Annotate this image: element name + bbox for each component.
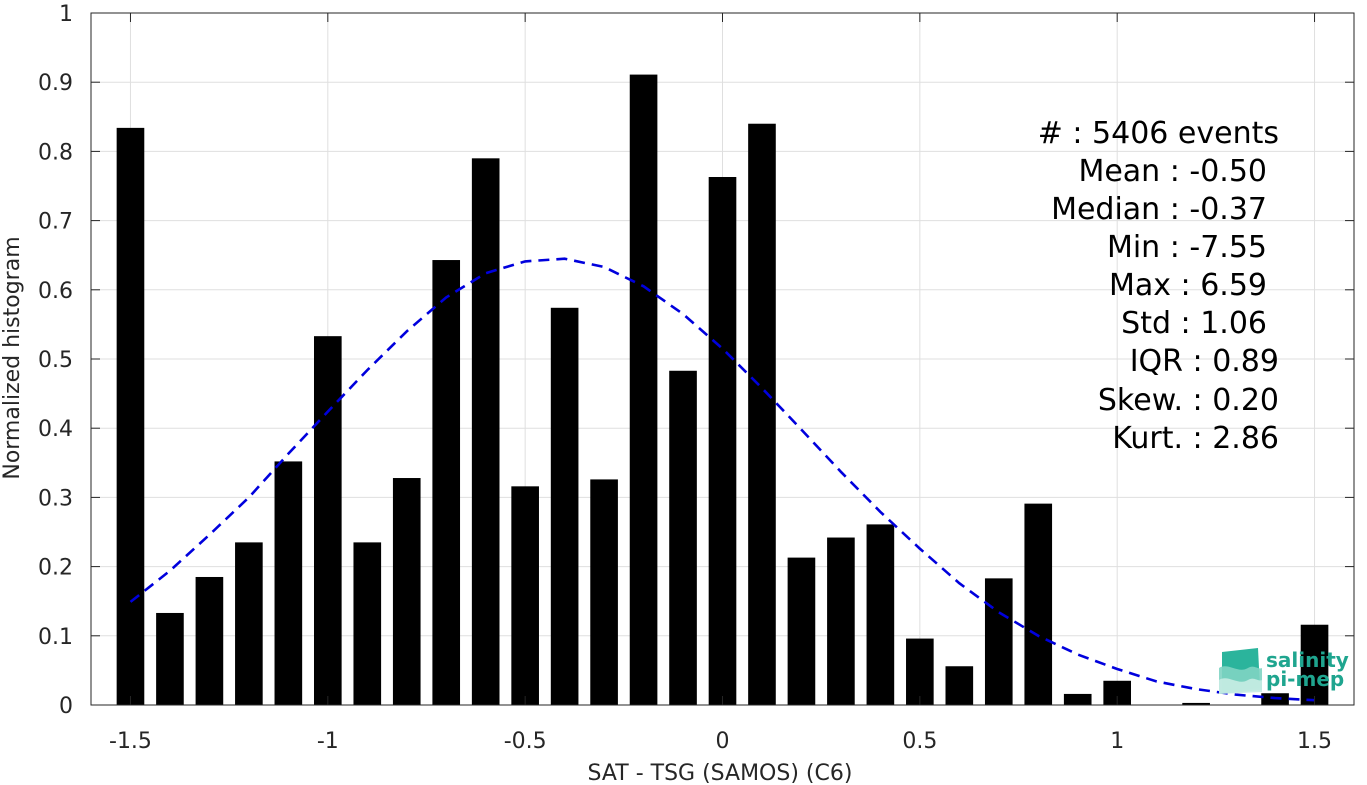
stat-mean: Mean : -0.50 bbox=[1078, 154, 1267, 189]
wave-icon bbox=[1219, 648, 1262, 694]
y-tick-label: 0.1 bbox=[38, 625, 73, 650]
y-tick-label: 0.9 bbox=[38, 71, 73, 96]
x-tick-label: 0.5 bbox=[902, 729, 937, 754]
x-tick-label: 0 bbox=[716, 729, 730, 754]
histogram-bar bbox=[471, 158, 500, 705]
axis-ticks bbox=[91, 12, 1354, 706]
x-axis-title: SAT - TSG (SAMOS) (C6) bbox=[588, 761, 853, 785]
x-tick-label: -1.5 bbox=[109, 729, 152, 754]
stat-max: Max : 6.59 bbox=[1109, 268, 1267, 303]
histogram-bar bbox=[629, 74, 658, 705]
histogram-bar bbox=[984, 578, 1013, 705]
stat-kurt: Kurt. : 2.86 bbox=[1112, 421, 1279, 456]
histogram-bar bbox=[866, 524, 895, 705]
y-tick-label: 0.3 bbox=[38, 486, 73, 511]
y-tick-label: 0.2 bbox=[38, 556, 73, 581]
y-tick-label: 0.8 bbox=[38, 140, 73, 165]
salinity-pi-mep-logo: salinity pi-mep bbox=[1219, 648, 1349, 694]
histogram-bar bbox=[392, 478, 421, 705]
histogram-bar bbox=[116, 127, 145, 705]
histogram-bar bbox=[511, 486, 539, 705]
x-tick-label: -0.5 bbox=[504, 729, 547, 754]
histogram-bar bbox=[748, 123, 776, 706]
logo-line2: pi-mep bbox=[1266, 667, 1344, 691]
y-tick-labels: 0 0.1 0.2 0.3 0.4 0.5 0.6 0.7 0.8 0.9 1 bbox=[38, 2, 73, 719]
stat-std: Std : 1.06 bbox=[1121, 306, 1267, 341]
histogram-bar bbox=[906, 638, 934, 705]
normal-fit-curve bbox=[129, 257, 1315, 702]
histogram-bar bbox=[1024, 503, 1053, 705]
y-tick-label: 0.7 bbox=[38, 210, 73, 235]
histogram-bar bbox=[274, 461, 303, 705]
stat-min: Min : -7.55 bbox=[1107, 230, 1267, 265]
y-tick-label: 1 bbox=[59, 2, 73, 27]
histogram-bar bbox=[432, 260, 461, 705]
histogram-bars bbox=[116, 74, 1329, 706]
x-tick-labels: -1.5 -1 -0.5 0 0.5 1 1.5 bbox=[109, 729, 1332, 754]
histogram-bar bbox=[1182, 702, 1210, 705]
x-tick-label: -1 bbox=[317, 729, 339, 754]
stat-iqr: IQR : 0.89 bbox=[1130, 344, 1279, 379]
histogram-bar bbox=[353, 542, 382, 705]
histogram-bar bbox=[669, 370, 697, 705]
logo-line1: salinity bbox=[1266, 648, 1349, 672]
histogram-bar bbox=[945, 666, 974, 705]
histogram-bar bbox=[590, 479, 618, 705]
histogram-bar bbox=[550, 307, 579, 705]
histogram-bar bbox=[787, 557, 816, 705]
histogram-bar bbox=[708, 177, 737, 705]
stat-events: # : 5406 events bbox=[1038, 116, 1279, 151]
x-tick-label: 1.5 bbox=[1297, 729, 1332, 754]
histogram-bar bbox=[195, 576, 224, 705]
x-tick-label: 1 bbox=[1110, 729, 1124, 754]
y-axis-title: Normalized histogram bbox=[0, 236, 25, 479]
statistics-annotation: # : 5406 events Mean : -0.50 Median : -0… bbox=[1038, 116, 1279, 456]
histogram-bar bbox=[1300, 624, 1329, 705]
y-tick-label: 0.4 bbox=[38, 417, 73, 442]
y-tick-label: 0 bbox=[59, 694, 73, 719]
histogram-bar bbox=[827, 537, 855, 705]
histogram-bar bbox=[235, 542, 263, 705]
histogram-bar bbox=[1063, 693, 1092, 705]
y-tick-label: 0.6 bbox=[38, 279, 73, 304]
stat-median: Median : -0.37 bbox=[1051, 192, 1267, 227]
histogram-bar bbox=[156, 612, 184, 705]
y-tick-label: 0.5 bbox=[38, 348, 73, 373]
stat-skew: Skew. : 0.20 bbox=[1098, 383, 1279, 418]
histogram-bar bbox=[313, 336, 342, 705]
